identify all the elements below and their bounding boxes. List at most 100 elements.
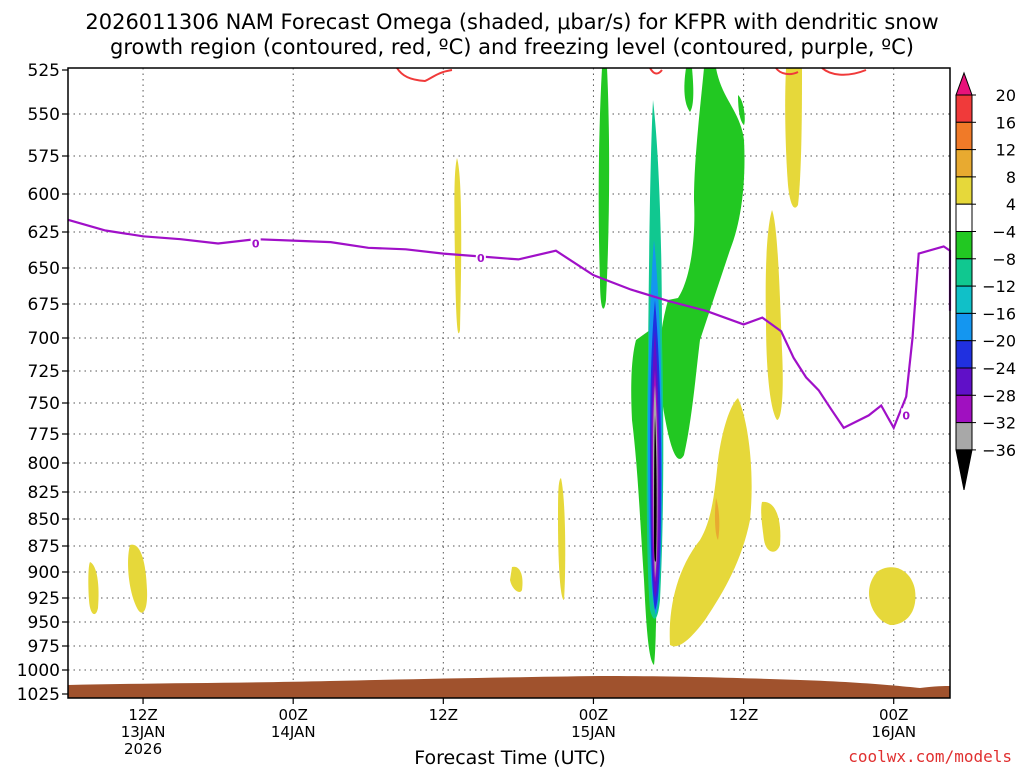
dgz-contour xyxy=(396,67,453,83)
omega-positive-blob xyxy=(669,398,752,647)
omega-positive-blob xyxy=(510,566,523,592)
colorbar-label: −28 xyxy=(982,386,1016,405)
omega-shading xyxy=(68,68,950,698)
omega-positive-blob xyxy=(765,210,783,420)
colorbar-swatch xyxy=(955,422,973,451)
x-tick-label: 16JAN xyxy=(871,723,916,741)
y-axis: 525 550 575 600 625 650 675 700 725 750 775 800 825 8… xyxy=(17,61,68,705)
y-tick-label: 550 xyxy=(28,105,60,125)
y-tick-label: 975 xyxy=(28,637,60,657)
y-tick-label: 850 xyxy=(28,510,60,530)
omega-negative-region xyxy=(659,68,745,459)
contour-label-bg xyxy=(250,236,261,251)
y-tick-label: 775 xyxy=(28,425,60,445)
y-tick-label: 900 xyxy=(28,563,60,583)
contour-label-bg xyxy=(901,408,912,423)
y-tick-label: 925 xyxy=(28,589,60,609)
colorbar-swatch xyxy=(955,312,973,342)
colorbar-swatch xyxy=(955,394,973,424)
omega-positive-blob xyxy=(785,68,802,208)
x-tick-label: 12Z xyxy=(429,706,458,724)
colorbar-swatch xyxy=(955,285,973,314)
colorbar-swatch xyxy=(955,176,973,205)
colorbar-swatch xyxy=(955,121,973,151)
x-axis-label: Forecast Time (UTC) xyxy=(414,747,605,768)
contour-label-bg xyxy=(475,250,486,265)
colorbar-label: −4 xyxy=(992,223,1016,242)
x-tick-label: 12Z xyxy=(729,706,758,724)
dgz-contour xyxy=(775,67,799,76)
y-tick-label: 825 xyxy=(28,483,60,503)
freezing-level-label: 0 xyxy=(902,409,910,422)
x-tick-label: 00Z xyxy=(279,706,308,724)
y-tick-label: 1000 xyxy=(17,661,60,681)
freezing-level-line xyxy=(67,218,952,431)
colorbar-label: −36 xyxy=(982,441,1016,460)
omega-positive-blob xyxy=(454,158,462,334)
omega-positive-blob xyxy=(868,567,916,625)
x-tick-label: 00Z xyxy=(879,706,908,724)
omega-positive-blob xyxy=(88,562,99,615)
colorbar-label: −32 xyxy=(982,414,1016,433)
y-tick-label: 625 xyxy=(28,223,60,243)
colorbar-label: −8 xyxy=(992,250,1016,269)
ground-terrain xyxy=(68,676,950,698)
freezing-level-label: 0 xyxy=(252,238,260,251)
chart-title-line2: growth region (contoured, red, ºC) and f… xyxy=(110,35,914,59)
omega-positive-blob xyxy=(558,478,566,600)
omega-positive-blob xyxy=(128,544,148,613)
colorbar-swatch xyxy=(955,231,973,260)
colorbar-top-arrow xyxy=(955,71,973,96)
y-tick-label: 1025 xyxy=(17,685,60,705)
y-tick-label: 750 xyxy=(28,394,60,414)
colorbar-label: −20 xyxy=(982,332,1016,351)
omega-negative-region xyxy=(738,95,745,125)
x-tick-label: 14JAN xyxy=(271,723,316,741)
chart-title-line1: 2026011306 NAM Forecast Omega (shaded, μ… xyxy=(85,10,938,34)
y-tick-label: 725 xyxy=(28,362,60,382)
colorbar-swatch xyxy=(955,367,973,396)
dgz-contour xyxy=(649,67,663,75)
colorbar-label: 20 xyxy=(996,86,1016,105)
x-tick-label: 00Z xyxy=(579,706,608,724)
omega-negative-region xyxy=(684,68,694,112)
x-tick-label: 15JAN xyxy=(571,723,616,741)
colorbar: 20 16 12 8 4 −4 −8 −12 −16 −20 −24 −28 −32 −36 xyxy=(955,71,1016,490)
y-tick-label: 650 xyxy=(28,259,60,279)
y-tick-label: 800 xyxy=(28,454,60,474)
colorbar-bottom-arrow xyxy=(955,449,973,490)
colorbar-swatch xyxy=(955,149,973,178)
y-tick-label: 600 xyxy=(28,185,60,205)
y-tick-label: 875 xyxy=(28,537,60,557)
colorbar-swatch xyxy=(955,258,973,287)
colorbar-label: −16 xyxy=(982,304,1016,323)
x-tick-label: 2026 xyxy=(124,740,162,758)
x-tick-label: 13JAN xyxy=(121,723,166,741)
y-tick-label: 700 xyxy=(28,329,60,349)
y-tick-label: 950 xyxy=(28,613,60,633)
y-tick-label: 675 xyxy=(28,295,60,315)
colorbar-label: −24 xyxy=(982,359,1016,378)
colorbar-label: 4 xyxy=(1006,195,1016,214)
grid-lines xyxy=(68,68,950,698)
omega-negative-region xyxy=(598,68,610,309)
plot-area: 0 0 0 xyxy=(67,67,952,699)
colorbar-swatch xyxy=(955,340,973,369)
omega-positive-blob xyxy=(761,501,781,552)
y-tick-label: 575 xyxy=(28,147,60,167)
colorbar-label: 8 xyxy=(1006,168,1016,187)
colorbar-label: −12 xyxy=(982,277,1016,296)
colorbar-swatch xyxy=(955,94,973,123)
colorbar-label: 16 xyxy=(996,113,1016,132)
dendritic-growth-contours xyxy=(396,67,867,83)
omega-positive-core xyxy=(714,498,720,540)
colorbar-swatch xyxy=(955,203,973,232)
credit-text: coolwx.com/models xyxy=(848,747,1012,766)
freezing-level-label: 0 xyxy=(477,252,485,265)
omega-strong-core xyxy=(654,415,657,562)
freezing-level-contour: 0 0 0 xyxy=(67,218,952,431)
x-tick-label: 12Z xyxy=(128,706,157,724)
dgz-contour xyxy=(821,67,867,76)
